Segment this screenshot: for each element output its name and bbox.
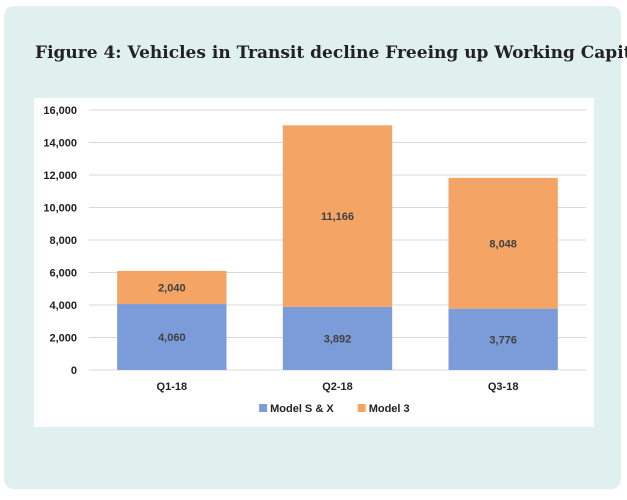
x-tick-label: Q3-18 xyxy=(488,381,519,393)
figure-card: Figure 4: Vehicles in Transit decline Fr… xyxy=(4,6,627,489)
data-label: 3,776 xyxy=(489,334,517,346)
y-tick-label: 10,000 xyxy=(43,203,77,215)
bar-model-sx-q1-18 xyxy=(117,304,227,370)
data-label: 11,166 xyxy=(321,211,354,223)
bar-model-sx-q2-18 xyxy=(282,306,393,370)
data-label: 3,892 xyxy=(324,333,352,345)
y-tick-label: 16,000 xyxy=(43,105,77,117)
bar-model-sx-q3-18 xyxy=(448,308,558,370)
x-tick-label: Q1-18 xyxy=(157,381,188,393)
stacked-bar-chart: 0 2,000 4,000 6,000 8,000 10,000 12,000 14,000 1… xyxy=(43,105,586,415)
y-tick-label: 14,000 xyxy=(43,138,77,150)
legend-label: Model S & X xyxy=(270,403,334,415)
x-tick-label: Q2-18 xyxy=(322,381,353,393)
y-tick-label: 8,000 xyxy=(49,235,77,247)
data-label: 8,048 xyxy=(489,238,517,250)
y-tick-label: 6,000 xyxy=(49,268,77,280)
y-tick-label: 4,000 xyxy=(49,300,77,312)
bar-model-3-q1-18 xyxy=(117,270,227,305)
bar-model-3-q3-18 xyxy=(448,177,558,309)
y-tick-label: 0 xyxy=(71,365,77,377)
y-tick-label: 12,000 xyxy=(43,170,77,182)
bar-model-3-q2-18 xyxy=(282,125,393,307)
data-label: 4,060 xyxy=(158,332,186,344)
chart-panel: 0 2,000 4,000 6,000 8,000 10,000 12,000 14,000 1… xyxy=(34,98,594,427)
figure-title: Figure 4: Vehicles in Transit decline Fr… xyxy=(35,43,627,63)
legend-label: Model 3 xyxy=(369,403,410,415)
data-label: 2,040 xyxy=(158,282,186,294)
legend-swatch xyxy=(259,404,268,412)
legend-swatch xyxy=(357,404,366,412)
y-tick-label: 2,000 xyxy=(49,333,77,345)
